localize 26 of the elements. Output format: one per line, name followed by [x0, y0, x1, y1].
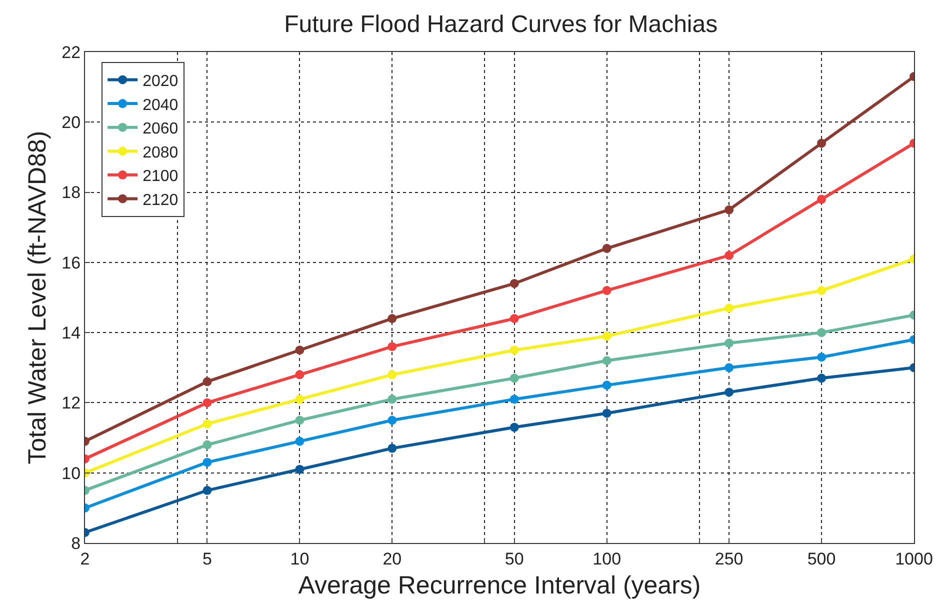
x-tick-label: 100	[592, 549, 622, 568]
y-axis-title: Total Water Level (ft-NAVD88)	[23, 130, 52, 464]
x-tick-label: 250	[714, 549, 744, 568]
y-tick-label: 14	[62, 324, 81, 343]
x-axis-title: Average Recurrence Interval (years)	[298, 571, 701, 600]
legend-label: 2040	[142, 96, 178, 114]
y-tick-label: 12	[62, 394, 81, 413]
x-tick-label: 2	[80, 549, 90, 568]
x-tick-label: 20	[382, 549, 402, 568]
x-tick-label: 1000	[895, 549, 933, 568]
chart-title: Future Flood Hazard Curves for Machias	[284, 11, 718, 38]
y-tick-label: 22	[62, 42, 81, 62]
x-tick-label: 50	[504, 549, 524, 568]
legend-label: 2120	[142, 192, 178, 209]
legend-label: 2080	[142, 144, 178, 162]
x-tick-label: 10	[290, 549, 310, 568]
legend-label: 2060	[142, 120, 178, 138]
y-tick-label: 16	[62, 253, 81, 272]
legend-label: 2020	[142, 72, 178, 90]
y-tick-label: 20	[62, 113, 81, 132]
x-tick-label: 5	[202, 549, 212, 568]
y-tick-label: 10	[62, 464, 81, 483]
y-tick-label: 8	[71, 534, 81, 553]
y-tick-label: 18	[62, 183, 81, 202]
legend-label: 2100	[142, 168, 178, 186]
x-tick-label: 500	[807, 549, 836, 568]
